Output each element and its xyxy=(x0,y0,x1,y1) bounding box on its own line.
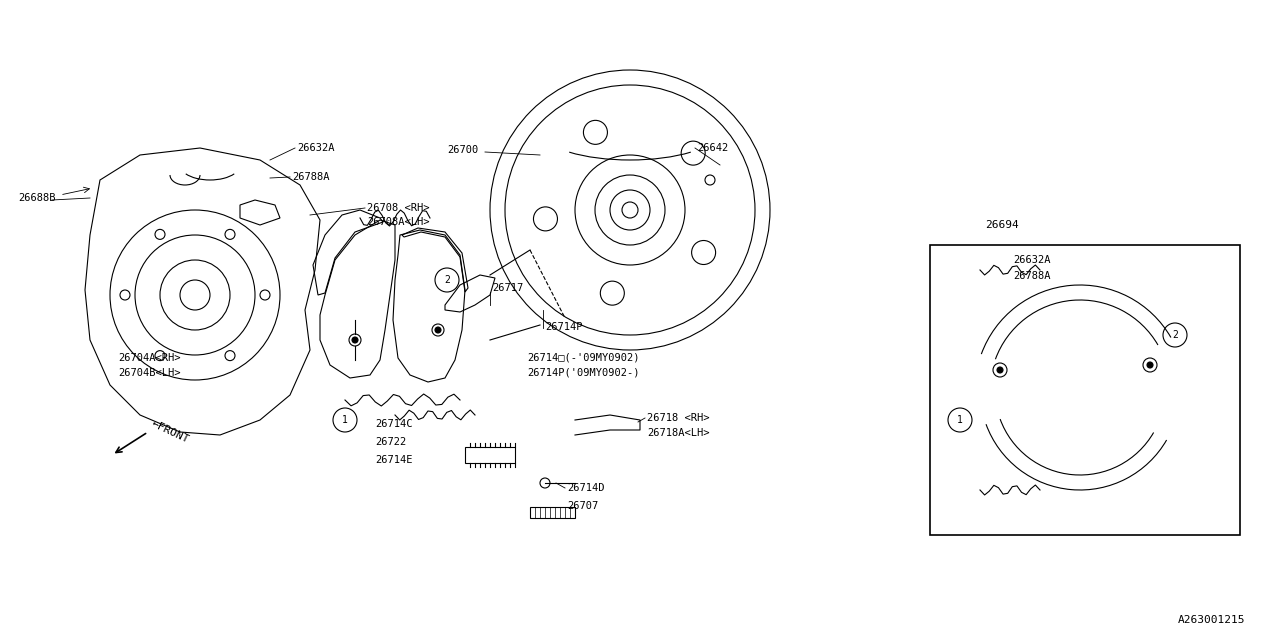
Text: 26707: 26707 xyxy=(567,501,598,511)
Circle shape xyxy=(1147,362,1153,368)
Text: 26722: 26722 xyxy=(375,437,406,447)
Text: 26717: 26717 xyxy=(492,283,524,293)
Text: 2: 2 xyxy=(444,275,451,285)
Text: 26714D: 26714D xyxy=(567,483,604,493)
Text: 26714E: 26714E xyxy=(375,455,412,465)
Text: 26718A<LH>: 26718A<LH> xyxy=(646,428,709,438)
Text: 26708 <RH>: 26708 <RH> xyxy=(367,203,430,213)
Text: A263001215: A263001215 xyxy=(1178,615,1245,625)
Text: ←FRONT: ←FRONT xyxy=(150,419,191,445)
Text: 26718 <RH>: 26718 <RH> xyxy=(646,413,709,423)
Text: 26704B<LH>: 26704B<LH> xyxy=(118,368,180,378)
Circle shape xyxy=(352,337,358,343)
Text: 26632A: 26632A xyxy=(1012,255,1051,265)
Text: 2: 2 xyxy=(1172,330,1178,340)
Text: 26708A<LH>: 26708A<LH> xyxy=(367,217,430,227)
Text: 26632A: 26632A xyxy=(297,143,334,153)
Bar xyxy=(931,245,1240,535)
Text: 26714C: 26714C xyxy=(375,419,412,429)
Text: 26788A: 26788A xyxy=(1012,271,1051,281)
Text: 1: 1 xyxy=(342,415,348,425)
Circle shape xyxy=(997,367,1004,373)
Text: 26714P: 26714P xyxy=(545,322,582,332)
Text: 26642: 26642 xyxy=(698,143,728,153)
Text: 26714□(-'09MY0902): 26714□(-'09MY0902) xyxy=(527,352,640,362)
Circle shape xyxy=(435,327,442,333)
Text: 26694: 26694 xyxy=(986,220,1019,230)
Text: 26688B: 26688B xyxy=(18,193,55,203)
Text: 26700: 26700 xyxy=(447,145,479,155)
Text: 26788A: 26788A xyxy=(292,172,329,182)
Text: 26714P('09MY0902-): 26714P('09MY0902-) xyxy=(527,367,640,377)
Text: 1: 1 xyxy=(957,415,963,425)
Text: 26704A<RH>: 26704A<RH> xyxy=(118,353,180,363)
